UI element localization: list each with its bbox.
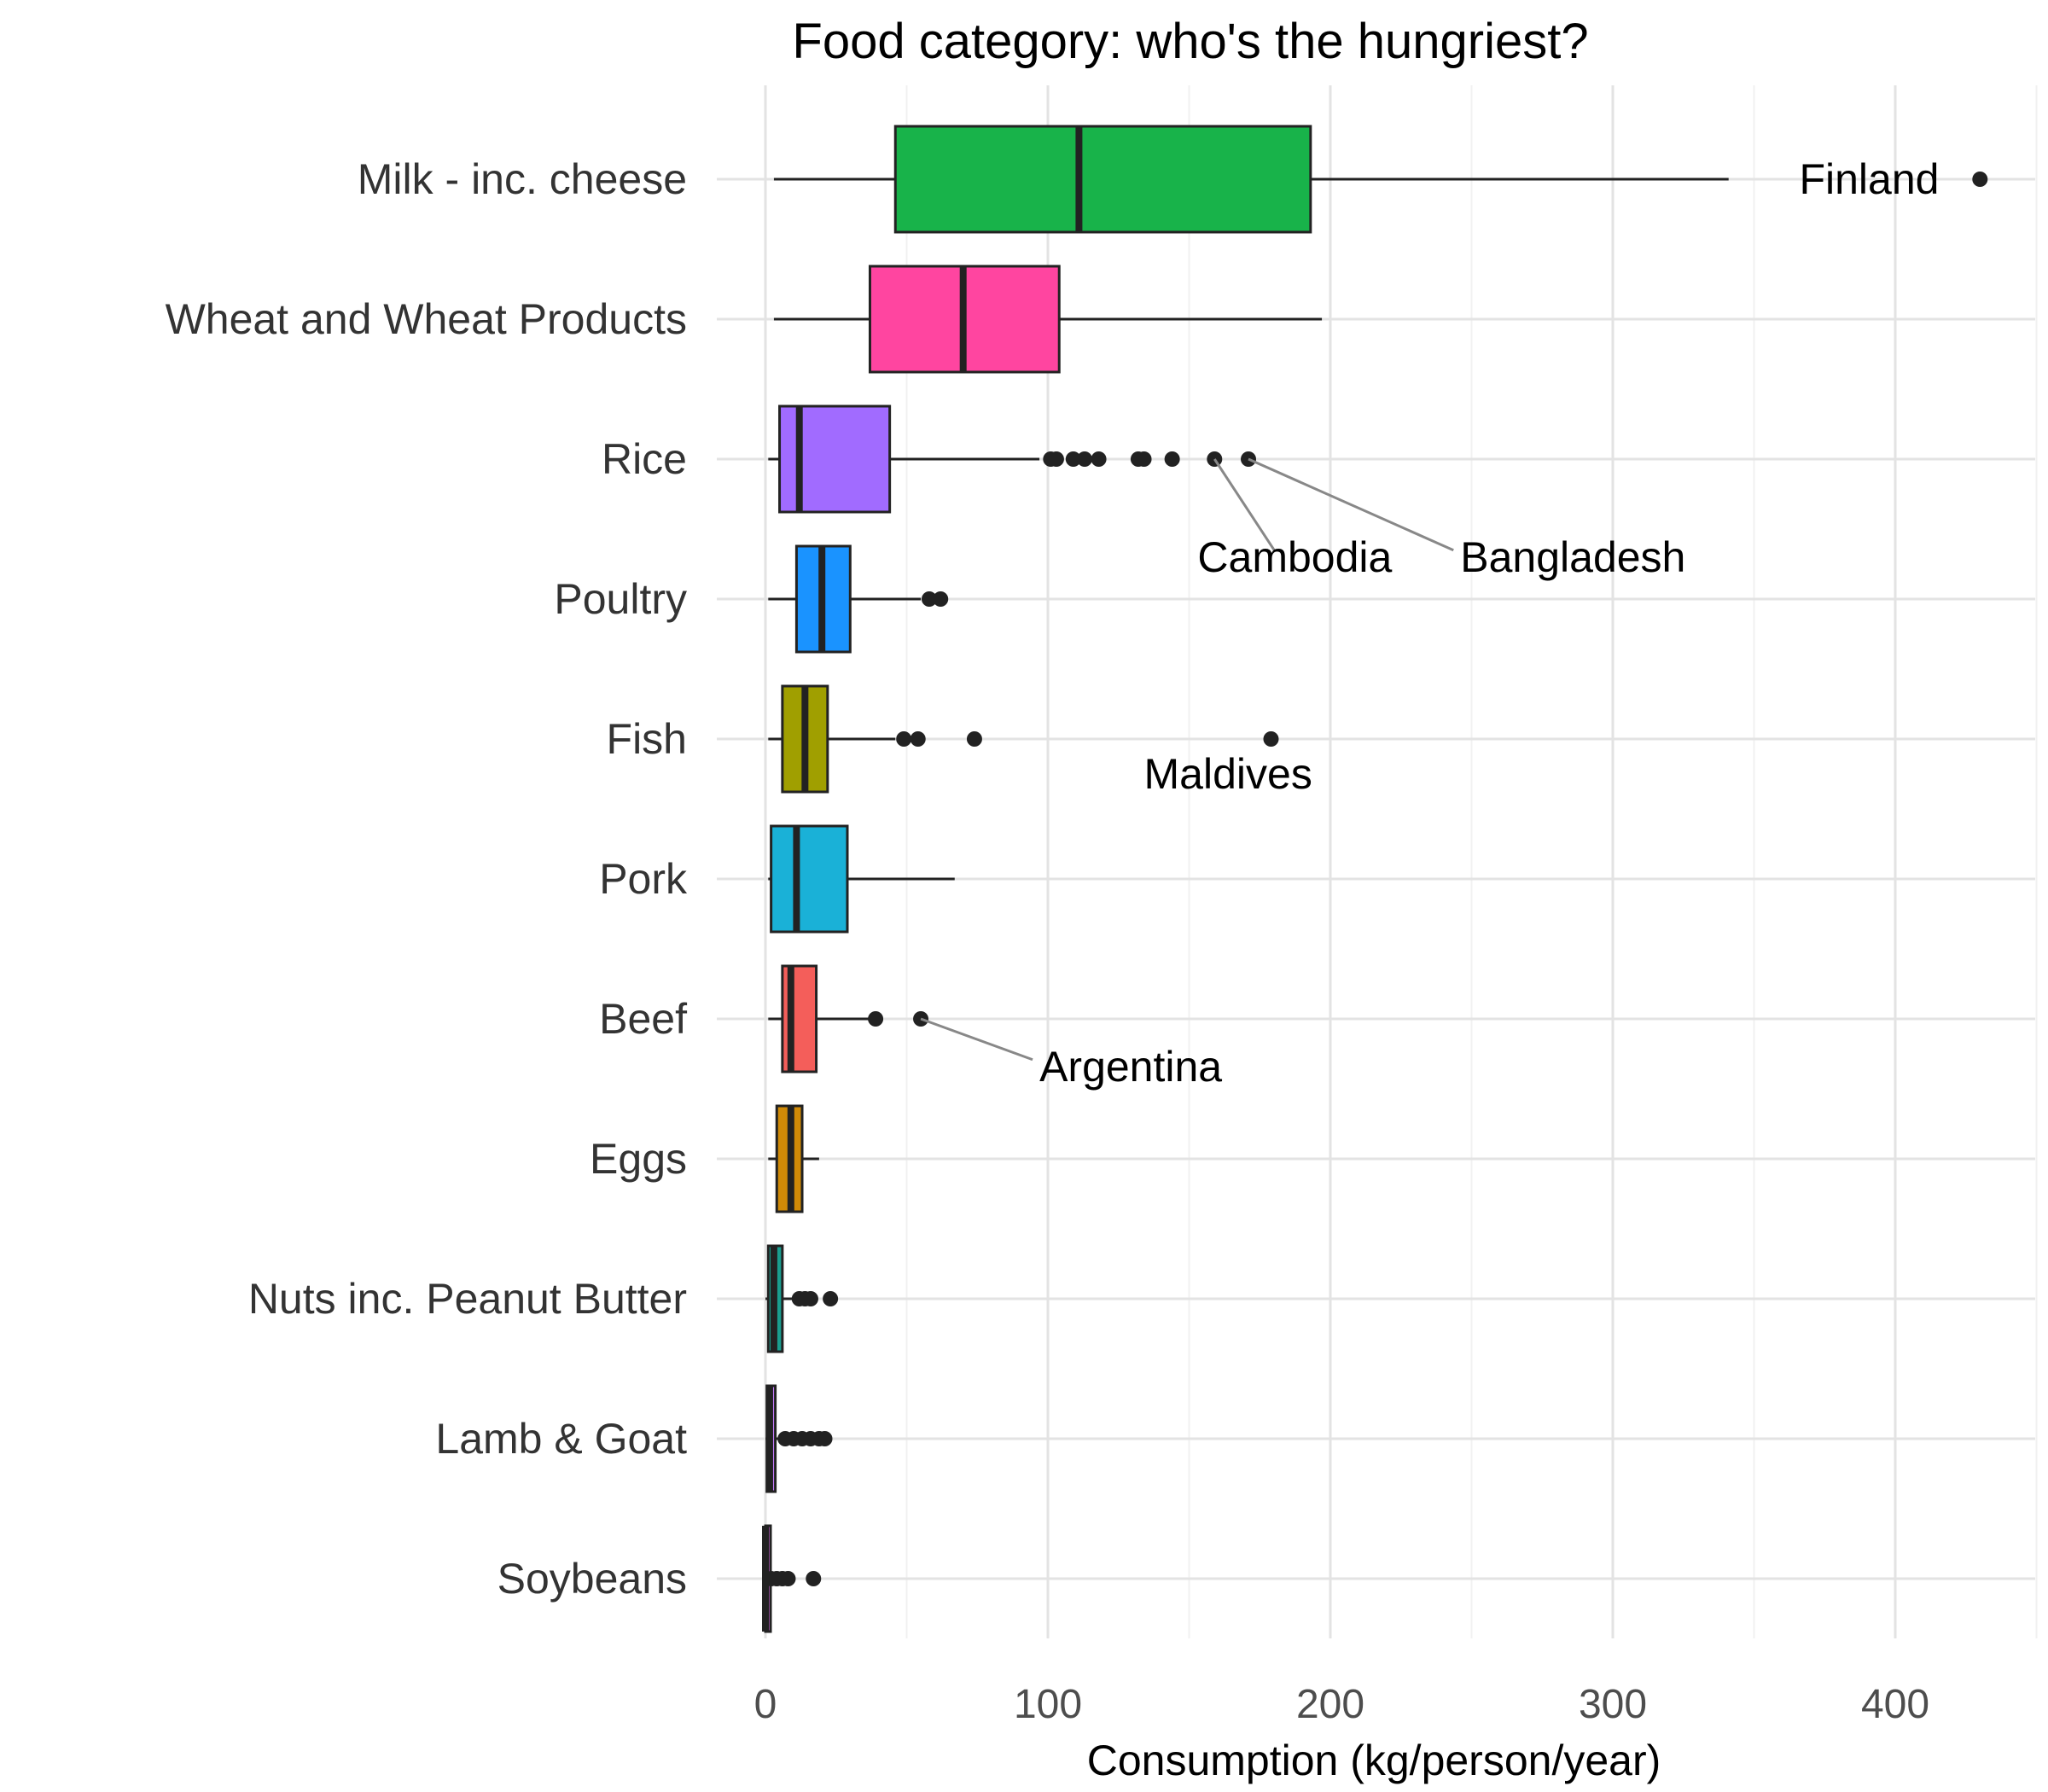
box-6 bbox=[768, 964, 929, 1073]
box-10 bbox=[762, 1524, 822, 1633]
annotation-label: Bangladesh bbox=[1460, 533, 1685, 581]
annotation-label: Argentina bbox=[1039, 1043, 1222, 1091]
outlier-point bbox=[910, 731, 926, 747]
outlier-point bbox=[806, 1571, 822, 1586]
outlier-point bbox=[802, 1291, 818, 1306]
outlier-point bbox=[1164, 451, 1180, 467]
chart-title: Food category: who's the hungriest? bbox=[792, 14, 1588, 69]
box-5 bbox=[768, 824, 955, 934]
box-3 bbox=[768, 544, 949, 654]
outlier-point bbox=[1065, 451, 1081, 467]
outlier-point bbox=[921, 591, 937, 607]
box-8 bbox=[765, 1244, 839, 1353]
box-0 bbox=[773, 125, 1988, 234]
outlier-point bbox=[1136, 451, 1152, 467]
box-iqr bbox=[770, 824, 849, 934]
x-tick-label: 100 bbox=[1014, 1682, 1082, 1727]
x-tick-label: 200 bbox=[1296, 1682, 1364, 1727]
box-7 bbox=[768, 1104, 819, 1213]
outlier-point bbox=[933, 591, 949, 607]
outlier-point bbox=[817, 1431, 833, 1446]
outlier-point bbox=[868, 1011, 884, 1027]
box-9 bbox=[765, 1384, 833, 1493]
category-label: Rice bbox=[602, 435, 687, 483]
category-label: Fish bbox=[607, 715, 687, 763]
x-tick-label: 400 bbox=[1861, 1682, 1929, 1727]
outlier-point bbox=[966, 731, 982, 747]
category-label: Beef bbox=[599, 995, 687, 1043]
boxes bbox=[762, 125, 1988, 1633]
outlier-point bbox=[1972, 172, 1988, 187]
outlier-point bbox=[896, 731, 912, 747]
annotation-label: Finland bbox=[1799, 155, 1939, 203]
outlier-point bbox=[823, 1291, 839, 1306]
category-label: Eggs bbox=[590, 1135, 687, 1183]
outlier-point bbox=[1263, 731, 1279, 747]
x-axis-title: Consumption (kg/person/year) bbox=[1087, 1737, 1661, 1784]
category-label: Soybeans bbox=[497, 1555, 687, 1603]
annotation-label: Maldives bbox=[1144, 750, 1312, 798]
box-1 bbox=[773, 265, 1323, 374]
annotations: Finland Cambodia Bangladesh Maldives Argenti… bbox=[920, 155, 1939, 1091]
annotation-label: Cambodia bbox=[1197, 533, 1392, 581]
category-labels: Milk - inc. cheese Wheat and Wheat Produc… bbox=[166, 155, 688, 1603]
outlier-point bbox=[1077, 451, 1093, 467]
category-label: Wheat and Wheat Products bbox=[166, 295, 687, 343]
outlier-point bbox=[780, 1571, 796, 1586]
category-label: Pork bbox=[599, 855, 688, 903]
category-label: Nuts inc. Peanut Butter bbox=[248, 1275, 687, 1323]
box-2 bbox=[768, 404, 1257, 514]
category-label: Milk - inc. cheese bbox=[358, 155, 687, 203]
x-tick-label: 300 bbox=[1579, 1682, 1647, 1727]
category-label: Poultry bbox=[554, 575, 687, 623]
box-4 bbox=[768, 684, 1279, 794]
category-label: Lamb & Goat bbox=[435, 1415, 687, 1463]
annotation-leader bbox=[920, 1017, 1033, 1062]
x-tick-label: 0 bbox=[754, 1682, 777, 1727]
annotation-leader bbox=[1248, 457, 1454, 552]
outlier-point bbox=[1091, 451, 1107, 467]
x-axis-ticks: 0 100 200 300 400 bbox=[754, 1682, 1929, 1727]
annotation-leader bbox=[1213, 458, 1276, 551]
outlier-point bbox=[1048, 451, 1064, 467]
box-iqr bbox=[893, 125, 1312, 234]
